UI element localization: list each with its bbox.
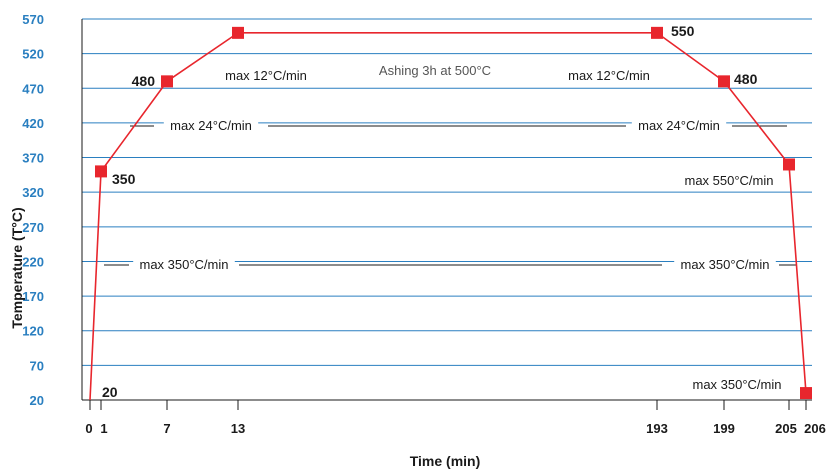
point-value-label: 480 [734, 71, 758, 87]
data-point-marker [718, 75, 730, 88]
x-tick-label: 13 [231, 421, 245, 436]
annotation-bg [163, 117, 259, 134]
rate-annotation: max 24°C/min [638, 118, 720, 133]
annotation-bg [561, 67, 657, 84]
rate-annotation: max 350°C/min [692, 377, 781, 392]
annotation-bg [366, 62, 504, 79]
grid-layer [82, 18, 812, 366]
x-tick-label: 193 [646, 421, 668, 436]
annotation-bg [218, 67, 314, 84]
y-tick-label: 270 [22, 220, 44, 235]
y-tick-label: 320 [22, 185, 44, 200]
data-point-marker [800, 387, 812, 400]
annotation-bg [674, 256, 776, 273]
x-tick-label: 206 [804, 421, 826, 436]
label-layer: 20 350 480 550 480 [102, 23, 758, 400]
point-value-label: 20 [102, 384, 118, 400]
rate-annotation: Ashing 3h at 500°C [379, 63, 491, 78]
data-point-marker [95, 165, 107, 178]
x-tick-label: 1 [100, 421, 107, 436]
point-value-label: 550 [671, 23, 695, 39]
x-tick-label: 205 [775, 421, 797, 436]
annotation-bg [686, 376, 788, 393]
annotation-bg [631, 117, 727, 134]
y-axis-title: Temperature (T°C) [9, 207, 25, 328]
x-tick-label: 199 [713, 421, 735, 436]
y-tick-label: 170 [22, 289, 44, 304]
y-tick-label: 120 [22, 324, 44, 339]
data-point-marker [651, 26, 663, 39]
rate-annotation: max 24°C/min [170, 118, 252, 133]
series-layer [89, 26, 812, 401]
annotation-layer: max 350°C/min max 24°C/min max 12°C/min Ash… [104, 62, 797, 393]
y-tick-label: 570 [22, 12, 44, 27]
axis-layer: 20 70 120 170 220 270 320 370 420 470 520 570 0 1 7 13 1… [9, 12, 826, 469]
y-tick-label: 470 [22, 81, 44, 96]
rate-annotation: max 550°C/min [684, 173, 773, 188]
temperature-profile-line [89, 32, 807, 401]
y-tick-label: 20 [30, 393, 44, 408]
point-value-label: 350 [112, 171, 136, 187]
x-axis-title: Time (min) [410, 453, 481, 469]
rate-annotation: max 350°C/min [680, 257, 769, 272]
point-value-label: 480 [132, 73, 156, 89]
annotation-bg [133, 256, 235, 273]
y-tick-label: 370 [22, 151, 44, 166]
y-tick-label: 520 [22, 47, 44, 62]
y-tick-label: 420 [22, 116, 44, 131]
rate-annotation: max 350°C/min [139, 257, 228, 272]
rate-annotation: max 12°C/min [225, 68, 307, 83]
rate-annotation: max 12°C/min [568, 68, 650, 83]
y-tick-label: 70 [30, 358, 44, 373]
x-tick-label: 7 [163, 421, 170, 436]
x-tick-label: 0 [85, 421, 92, 436]
data-point-marker [232, 26, 244, 39]
data-point-marker [783, 158, 795, 171]
annotation-bg [678, 172, 780, 189]
y-tick-label: 220 [22, 254, 44, 269]
data-point-marker [161, 75, 173, 88]
